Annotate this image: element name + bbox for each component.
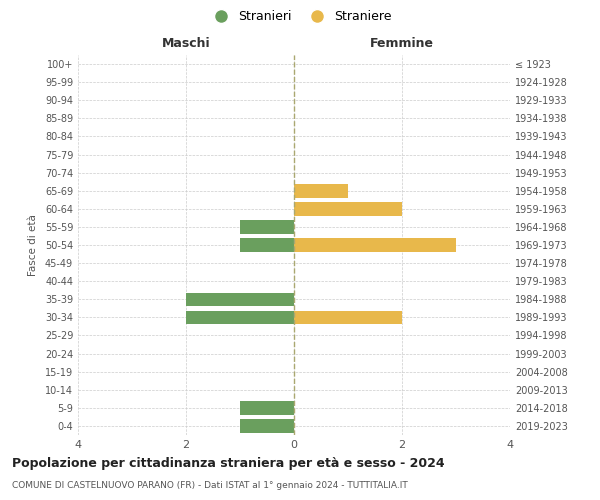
Bar bbox=[294, 238, 456, 252]
Bar bbox=[186, 292, 294, 306]
Text: COMUNE DI CASTELNUOVO PARANO (FR) - Dati ISTAT al 1° gennaio 2024 - TUTTITALIA.I: COMUNE DI CASTELNUOVO PARANO (FR) - Dati… bbox=[12, 480, 408, 490]
Bar bbox=[294, 310, 402, 324]
Bar bbox=[294, 202, 402, 215]
Text: Popolazione per cittadinanza straniera per età e sesso - 2024: Popolazione per cittadinanza straniera p… bbox=[12, 458, 445, 470]
Bar bbox=[240, 401, 294, 414]
Legend: Stranieri, Straniere: Stranieri, Straniere bbox=[205, 6, 395, 26]
Bar bbox=[240, 220, 294, 234]
Bar bbox=[294, 184, 348, 198]
Bar bbox=[240, 238, 294, 252]
Bar bbox=[186, 310, 294, 324]
Bar bbox=[240, 419, 294, 432]
Y-axis label: Fasce di età: Fasce di età bbox=[28, 214, 38, 276]
